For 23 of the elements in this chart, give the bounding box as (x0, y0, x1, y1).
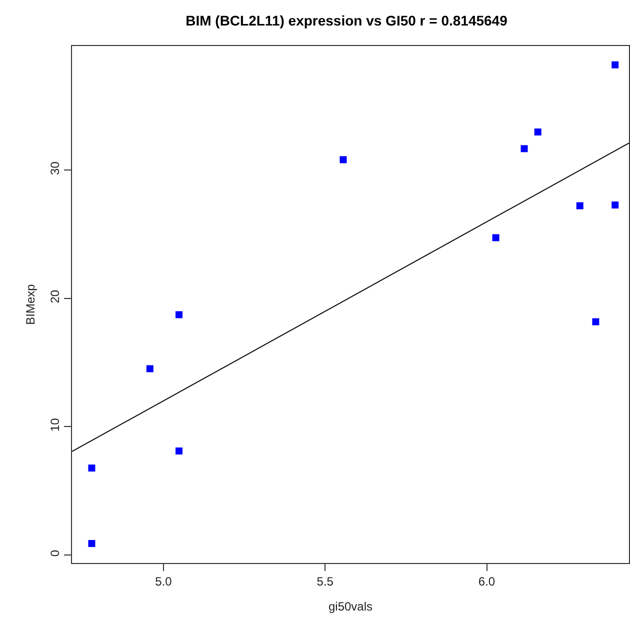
point (592, 318, 600, 326)
y-tick-label: 0 (48, 550, 62, 557)
point (492, 234, 500, 242)
point (176, 311, 182, 318)
point (340, 156, 347, 164)
chart-title: BIM (BCL2L11) expression vs GI50 r = 0.8145649 (186, 12, 508, 29)
point (88, 464, 96, 472)
y-tick-label: 20 (48, 290, 62, 304)
point (146, 365, 154, 372)
y-tick-label: 10 (48, 418, 62, 432)
x-tick-label: 5.0 (155, 574, 172, 588)
point (534, 128, 542, 136)
x-tick-label: 5.5 (316, 574, 334, 588)
point (88, 540, 96, 547)
point (520, 145, 528, 152)
x-axis-title: gi50vals (328, 599, 373, 614)
y-tick-label: 30 (48, 161, 62, 175)
point (612, 201, 619, 208)
x-tick-label: 6.0 (478, 574, 496, 588)
point (176, 447, 182, 454)
point (576, 202, 584, 210)
point (612, 61, 619, 68)
y-axis-title: BIMexp (24, 284, 38, 325)
